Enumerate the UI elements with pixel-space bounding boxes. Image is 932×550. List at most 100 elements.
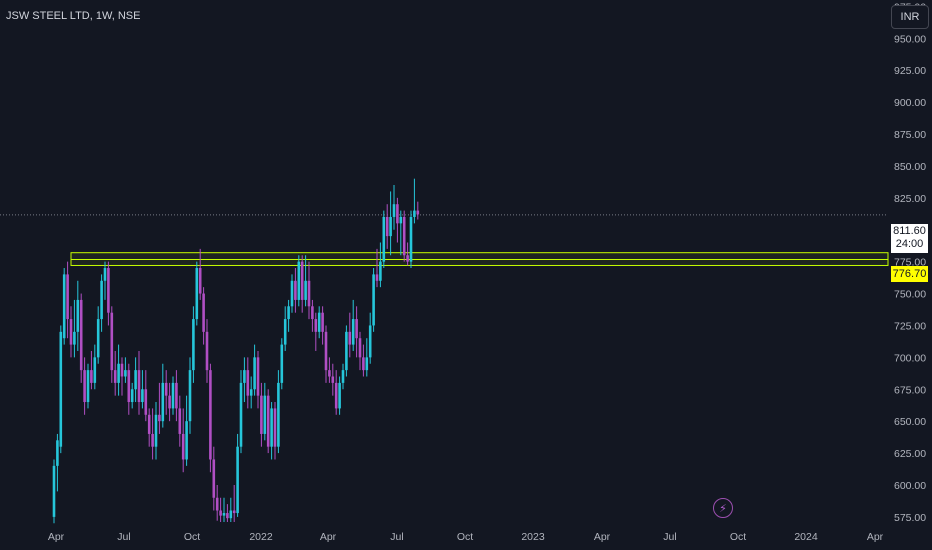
- candle-body: [86, 370, 90, 403]
- y-tick-label: 925.00: [894, 65, 926, 77]
- candle: [266, 389, 270, 454]
- y-tick-label: 850.00: [894, 161, 926, 173]
- candle: [161, 363, 165, 428]
- candle: [236, 433, 239, 517]
- candle: [246, 357, 250, 409]
- x-tick-label: Oct: [184, 531, 200, 543]
- candle-body: [66, 274, 69, 320]
- y-tick-label: 950.00: [894, 33, 926, 45]
- candle: [107, 261, 110, 326]
- candle: [406, 242, 409, 266]
- candle: [402, 210, 406, 262]
- candle: [324, 325, 328, 383]
- x-tick-label: Jul: [390, 531, 403, 543]
- candle-body: [100, 280, 103, 320]
- x-tick-label: 2023: [521, 531, 545, 543]
- candle: [382, 210, 386, 269]
- candle-body: [365, 357, 369, 371]
- candle: [334, 370, 338, 415]
- candle-body: [205, 331, 209, 371]
- candle: [154, 402, 158, 460]
- candle-body: [188, 370, 192, 422]
- candle: [290, 274, 294, 313]
- x-tick-label: Oct: [730, 531, 746, 543]
- x-tick-label: 2024: [794, 531, 818, 543]
- candle: [280, 338, 284, 390]
- candle-body: [147, 414, 151, 434]
- candle-body: [181, 433, 185, 460]
- candle: [175, 370, 178, 422]
- candle-body: [90, 370, 93, 383]
- candle: [134, 357, 137, 403]
- candle-body: [222, 513, 226, 516]
- candle: [144, 370, 148, 422]
- candle: [416, 201, 420, 220]
- candle-body: [62, 274, 66, 339]
- candle-body: [280, 344, 284, 383]
- candle-body: [294, 280, 297, 300]
- candle: [365, 338, 369, 377]
- candle: [232, 484, 236, 522]
- candle: [331, 363, 335, 396]
- candle: [198, 248, 202, 300]
- candle-body: [256, 357, 260, 396]
- candle-body: [239, 382, 243, 447]
- candle: [317, 306, 321, 339]
- candle: [297, 255, 301, 307]
- candle: [243, 357, 246, 403]
- candle: [375, 248, 379, 288]
- candle-body: [59, 331, 63, 447]
- candle: [355, 306, 358, 358]
- bolt-icon[interactable]: ⚡: [713, 498, 733, 518]
- candle: [307, 261, 311, 320]
- currency-button[interactable]: INR: [891, 5, 929, 29]
- x-tick-label: Jul: [117, 531, 130, 543]
- candle-body: [402, 216, 406, 256]
- candle-body: [52, 465, 56, 517]
- candle-body: [406, 255, 409, 262]
- candle-body: [311, 306, 314, 320]
- candle: [110, 306, 114, 383]
- candle: [409, 210, 413, 269]
- candle: [66, 261, 69, 339]
- candle-body: [117, 363, 120, 383]
- candle: [195, 261, 199, 326]
- candle-body: [185, 421, 188, 460]
- candle: [222, 497, 226, 522]
- candle: [379, 242, 382, 288]
- candle: [239, 370, 243, 454]
- candle-body: [413, 210, 416, 217]
- candle-body: [96, 319, 100, 358]
- candle-body: [120, 363, 124, 377]
- candle-body: [351, 319, 355, 345]
- candle: [141, 370, 144, 409]
- candle-body: [396, 204, 399, 224]
- chart-title: JSW STEEL LTD, 1W, NSE: [6, 10, 141, 22]
- y-tick-label: 600.00: [894, 480, 926, 492]
- current-price-label: 811.60 24:00: [891, 224, 928, 253]
- candle-body: [389, 216, 392, 237]
- candle: [249, 376, 253, 409]
- candle: [338, 376, 341, 415]
- candle: [188, 357, 192, 434]
- candle: [202, 287, 205, 345]
- candle-body: [209, 370, 212, 460]
- candle-body: [287, 306, 290, 320]
- candle: [348, 312, 352, 358]
- candle-body: [372, 274, 375, 326]
- y-tick-label: 825.00: [894, 193, 926, 205]
- candle-body: [202, 293, 205, 332]
- y-tick-label: 700.00: [894, 352, 926, 364]
- candle-body: [283, 319, 287, 345]
- level-price-label: 776.70: [891, 266, 928, 282]
- candle-body: [277, 382, 280, 447]
- candle: [113, 350, 117, 396]
- candle-body: [164, 382, 168, 396]
- candle-body: [379, 261, 382, 281]
- candle: [171, 376, 175, 415]
- candle-body: [246, 370, 250, 396]
- candle-body: [348, 331, 352, 345]
- candle: [137, 350, 141, 415]
- candle-body: [134, 370, 137, 390]
